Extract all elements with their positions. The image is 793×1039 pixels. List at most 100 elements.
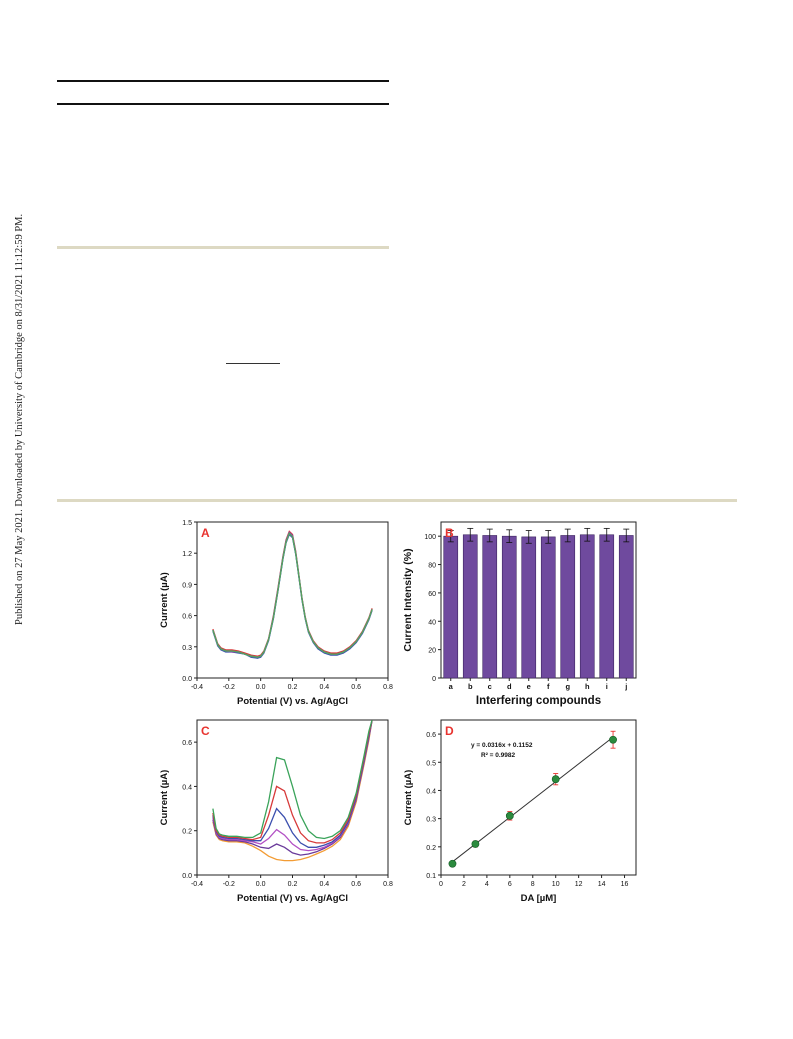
panel-c-ytick-label-1: 0.2 xyxy=(182,829,192,836)
panel-c-series-3 xyxy=(212,720,373,848)
panel-a-xtick-label-6: 0.8 xyxy=(383,684,393,691)
panel-a-series-0 xyxy=(212,532,373,658)
panel-a-ytick-label-4: 1.2 xyxy=(182,551,192,558)
panel-a-ytick-label-1: 0.3 xyxy=(182,645,192,652)
panel-b-bar-d xyxy=(501,535,517,679)
panel-d-ytick-label-2: 0.3 xyxy=(426,817,436,824)
panel-b-xtick-label-c: c xyxy=(488,682,492,691)
panel-d-ytick-label-3: 0.4 xyxy=(426,788,436,795)
panel-a-series-4 xyxy=(212,532,373,658)
panel-b-ytick-label-1: 20 xyxy=(428,648,436,655)
panel-b-xlabel: Interfering compounds xyxy=(476,695,601,707)
panel-c-xtick-label-3: 0.2 xyxy=(288,881,298,888)
panel-d-xtick-label-8: 16 xyxy=(621,881,629,888)
panel-b-xtick-label-b: b xyxy=(468,682,473,691)
panel-c-xtick-label-1: -0.2 xyxy=(223,881,235,888)
panel-b-bar-e xyxy=(521,536,537,679)
panel-d-xtick-label-2: 4 xyxy=(485,881,489,888)
panel-c-ytick-label-2: 0.4 xyxy=(182,784,192,791)
top-rule-1 xyxy=(57,80,389,82)
panel-label-b: B xyxy=(445,526,454,540)
panel-b-ytick-label-3: 60 xyxy=(428,591,436,598)
panel-a-ylabel: Current (µA) xyxy=(159,572,170,628)
panel-c-xtick-label-6: 0.8 xyxy=(383,881,393,888)
panel-a-xtick-label-0: -0.4 xyxy=(191,684,203,691)
panel-d-ylabel: Current (µA) xyxy=(403,770,414,826)
panel-c-xlabel: Potential (V) vs. Ag/AgCl xyxy=(237,893,348,904)
panel-d-point-4 xyxy=(609,735,617,744)
panel-a-xtick-label-5: 0.6 xyxy=(351,684,361,691)
panel-d-xtick-label-0: 0 xyxy=(439,881,443,888)
panel-d-frame xyxy=(440,719,637,876)
panel-a-series-5 xyxy=(212,532,373,658)
beige-rule-2 xyxy=(57,499,737,502)
panel-a-ytick-label-3: 0.9 xyxy=(182,582,192,589)
panel-b-frame xyxy=(440,521,637,679)
panel-b-xtick-label-a: a xyxy=(449,682,454,691)
panel-c-frame xyxy=(196,719,389,876)
panel-a-frame xyxy=(196,521,389,679)
panel-a-xtick-label-3: 0.2 xyxy=(288,684,298,691)
panel-b-ytick-label-4: 80 xyxy=(428,563,436,570)
panel-c-series-4 xyxy=(212,720,373,844)
panel-d-equation: y = 0.0316x + 0.1152 xyxy=(471,742,533,749)
panel-c-ytick-label-3: 0.6 xyxy=(182,740,192,747)
panel-a-series-3 xyxy=(212,531,373,658)
panel-b-xtick-label-i: i xyxy=(606,682,608,691)
panel-label-a: A xyxy=(201,526,210,540)
top-rule-2 xyxy=(57,103,389,105)
panel-b-bar-f xyxy=(540,536,556,679)
panel-a-xtick-label-1: -0.2 xyxy=(223,684,235,691)
panel-d-ytick-label-5: 0.6 xyxy=(426,732,436,739)
panel-a-series-2 xyxy=(212,533,373,659)
panel-b-bar-i xyxy=(599,534,615,679)
panel-d-xtick-label-5: 10 xyxy=(552,881,560,888)
panel-b-ylabel: Current Intensity (%) xyxy=(402,548,414,651)
panel-a-ytick-label-0: 0.0 xyxy=(182,676,192,683)
panel-d-ytick-label-4: 0.5 xyxy=(426,760,436,767)
panel-a-ytick-label-5: 1.5 xyxy=(182,520,192,527)
short-rule xyxy=(226,363,280,364)
panel-c-xtick-label-2: 0.0 xyxy=(256,881,266,888)
panel-d-xtick-label-3: 6 xyxy=(508,881,512,888)
panel-d-point-2 xyxy=(505,811,514,820)
panel-c-series-5 xyxy=(212,720,373,840)
panel-a-series-1 xyxy=(212,530,373,657)
panel-b-bar-h xyxy=(579,534,595,679)
panel-d-point-1 xyxy=(471,840,480,848)
panel-c-xtick-label-5: 0.6 xyxy=(351,881,361,888)
panel-a-xlabel: Potential (V) vs. Ag/AgCl xyxy=(237,696,348,707)
panel-b-bar-c xyxy=(482,535,498,679)
panel-b-bar-j xyxy=(618,535,634,679)
panel-b-xtick-label-d: d xyxy=(507,682,512,691)
panel-d-xtick-label-4: 8 xyxy=(531,881,535,888)
panel-b-bar-b xyxy=(462,534,478,679)
panel-a-xtick-label-2: 0.0 xyxy=(256,684,266,691)
panel-c-xtick-label-0: -0.4 xyxy=(191,881,203,888)
panel-c-series-0 xyxy=(212,720,373,862)
panel-b-xtick-label-e: e xyxy=(527,682,531,691)
panel-b-xtick-label-j: j xyxy=(624,682,627,691)
panel-a-xtick-label-4: 0.4 xyxy=(319,684,329,691)
panel-b-xtick-label-h: h xyxy=(585,682,590,691)
panel-d-ytick-label-1: 0.2 xyxy=(426,845,436,852)
panel-d-ytick-label-0: 0.1 xyxy=(426,873,436,880)
panel-b-xtick-label-g: g xyxy=(565,682,570,691)
panel-b-xtick-label-f: f xyxy=(547,682,550,691)
panel-b-ytick-label-2: 40 xyxy=(428,619,436,626)
panel-d-fit-line xyxy=(452,736,614,863)
panel-b-ytick-label-0: 0 xyxy=(432,676,436,683)
panel-d-xtick-label-7: 14 xyxy=(598,881,606,888)
panel-d-xlabel: DA [µM] xyxy=(521,893,557,904)
panel-d-point-0 xyxy=(448,859,457,868)
panel-b-bar-a xyxy=(443,535,459,679)
panel-c-xtick-label-4: 0.4 xyxy=(319,881,329,888)
panel-label-d: D xyxy=(445,724,454,738)
panel-b-bar-g xyxy=(560,535,576,679)
panel-b-ytick-label-5: 100 xyxy=(424,534,436,541)
panel-c-ytick-label-0: 0.0 xyxy=(182,873,192,880)
panel-d-point-3 xyxy=(551,775,560,784)
panel-d-r-squared: R² = 0.9982 xyxy=(481,752,516,759)
panel-d-xtick-label-1: 2 xyxy=(462,881,466,888)
